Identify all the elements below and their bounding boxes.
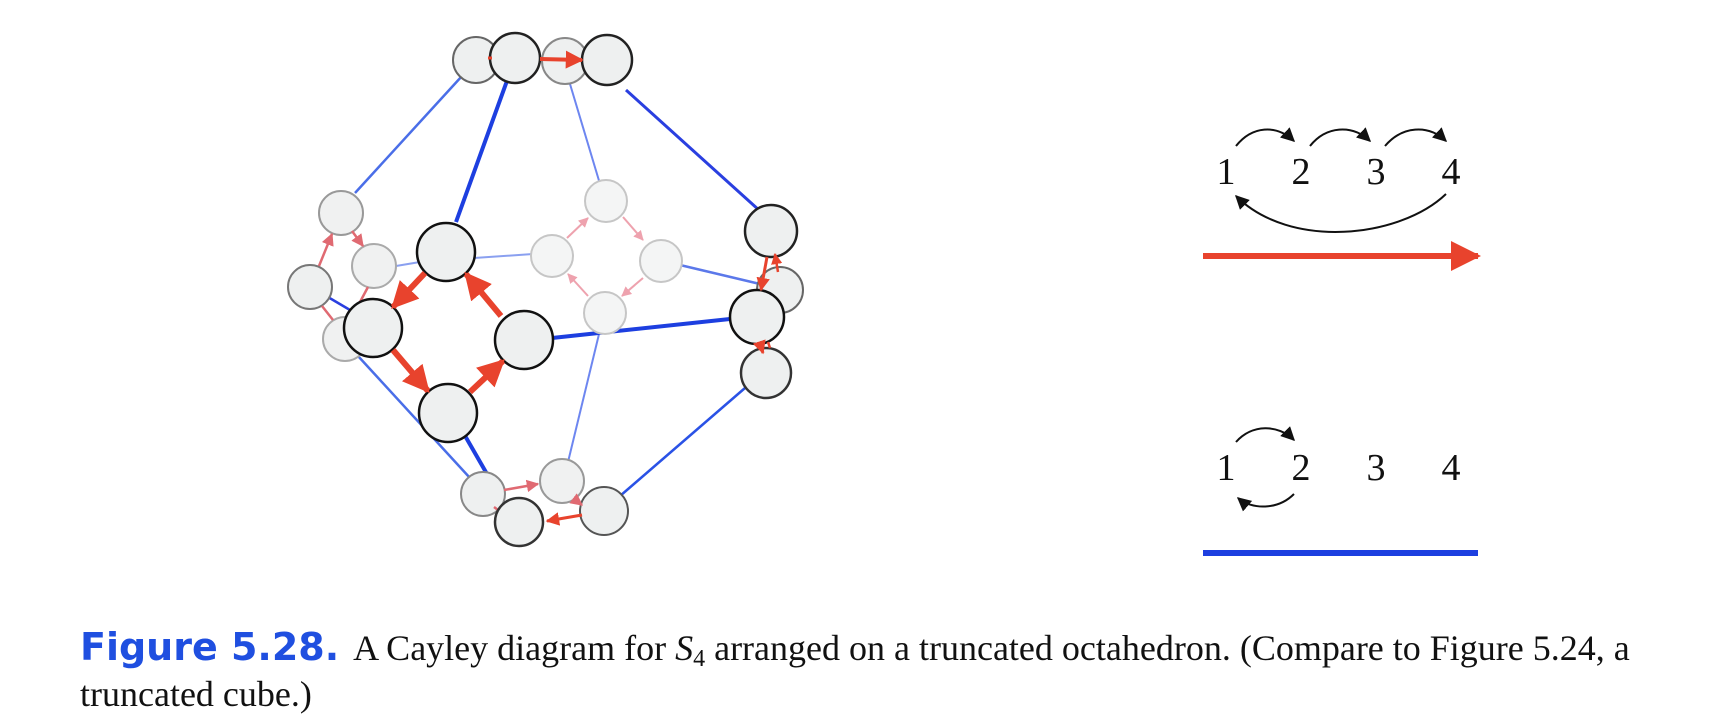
graph-node [287,264,333,310]
group-symbol: S4 [675,628,705,671]
graph-node [539,458,585,504]
graph-node [728,288,786,346]
graph-node [739,346,793,400]
graph-node [583,291,627,335]
cycle-arrow [1235,127,1296,147]
blue-edge [624,88,762,213]
cycle-arrow [1384,127,1448,147]
blue-edge [569,83,601,185]
blue-edge [619,387,746,497]
red-arrow [390,270,428,310]
blue-edge [679,263,761,286]
red-arrow [467,358,506,395]
red-arrow [321,305,334,321]
figure-caption: Figure 5.28. A Cayley diagram for S4 arra… [80,624,1715,717]
legend-blue-number: 4 [1442,447,1461,489]
back-nodes [287,36,804,536]
legend-blue-number: 3 [1367,447,1386,489]
legend-blue-number: 2 [1292,447,1311,489]
graph-node [493,496,545,548]
graph-node [417,382,479,444]
blue-edge [454,77,510,223]
graph-node [580,33,634,87]
red-arrow [350,230,365,248]
red-arrow [766,341,772,349]
red-arrow [752,339,766,355]
red-arrow [621,277,644,297]
blue-edge [473,253,534,259]
graph-node [351,243,397,289]
graph-node [318,190,364,236]
red-arrow [756,256,770,292]
red-arrow [463,271,504,318]
red-arrow [566,217,589,239]
graph-node [639,239,683,283]
red-arrow [771,252,783,273]
red-arrow [539,50,584,69]
graph-node [493,309,555,371]
swap-arrow [1236,493,1295,512]
red-arrow [545,512,583,526]
blue-edge [354,75,463,194]
graph-node [415,221,477,283]
graph-node [584,179,628,223]
red-arrow [622,216,644,241]
red-arrow [358,286,370,303]
graph-node [743,203,799,259]
red-arrow [390,348,431,394]
legend-red-generator: 1 2 3 4 [1203,127,1481,271]
legend-red-number: 1 [1217,151,1236,193]
graph-node [342,297,404,359]
graph-node [460,471,506,517]
blue-edge [567,329,601,463]
figure-label: Figure 5.28. [80,625,340,669]
cycle-arrow [1235,193,1447,233]
cayley-diagram: 1 2 3 4 1 2 3 4 [287,31,1481,556]
graph-node [579,486,629,536]
blue-edge [551,317,731,340]
swap-arrow [1235,426,1295,443]
legend-red-number: 2 [1292,151,1311,193]
red-arrow [569,493,583,506]
red-arrow [317,232,334,267]
graph-node [530,234,574,278]
cycle-arrow [1309,127,1372,147]
legend-red-number: 3 [1367,151,1386,193]
caption-text-rest: arranged on a truncated octahedron. (Com… [80,628,1630,714]
blue-edge [395,261,421,267]
group-subscript: 4 [693,646,706,672]
caption-text: A Cayley diagram for [353,628,676,668]
red-arrow [503,479,540,493]
red-arrow [567,273,589,297]
legend-blue-generator: 1 2 3 4 [1203,426,1478,556]
blue-edges [315,75,762,515]
legend-blue-number: 1 [1217,447,1236,489]
group-letter: S [675,628,694,668]
blue-edge [357,355,471,479]
red-arrows-front [390,50,783,395]
red-arrows-back [317,216,644,526]
legend-red-number: 4 [1442,151,1461,193]
graph-node [488,31,542,85]
front-nodes [342,31,799,548]
